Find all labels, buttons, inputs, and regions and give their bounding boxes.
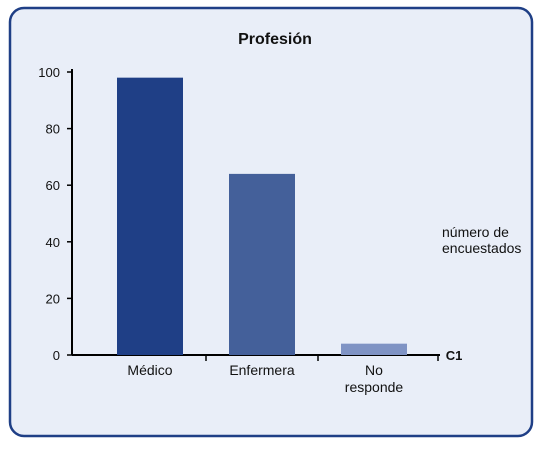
annotation: número de <box>442 224 509 240</box>
x-tick-label: No responde <box>345 362 404 395</box>
y-tick-label: 80 <box>46 122 60 137</box>
y-tick-label: 20 <box>46 291 60 306</box>
y-tick-label: 40 <box>46 235 60 250</box>
y-tick-label: 100 <box>38 65 60 80</box>
bar <box>229 173 295 355</box>
y-tick-label: 0 <box>53 348 60 363</box>
annotation: encuestados <box>442 240 521 256</box>
bar <box>341 343 407 355</box>
bar <box>117 77 183 355</box>
y-tick-label: 60 <box>46 178 60 193</box>
x-axis-label: C1 <box>446 348 463 363</box>
chart-title: Profesión <box>238 31 312 48</box>
x-tick-label: Médico <box>127 362 172 378</box>
x-tick-label: Enfermera <box>229 362 295 378</box>
